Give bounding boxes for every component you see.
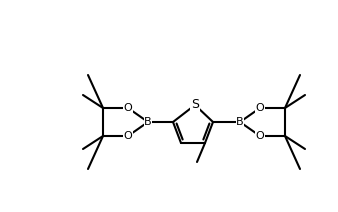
Text: B: B: [236, 117, 244, 127]
Text: B: B: [144, 117, 152, 127]
Text: S: S: [191, 99, 199, 112]
Text: O: O: [124, 103, 132, 113]
Text: O: O: [256, 131, 264, 141]
Text: O: O: [124, 131, 132, 141]
Text: O: O: [256, 103, 264, 113]
